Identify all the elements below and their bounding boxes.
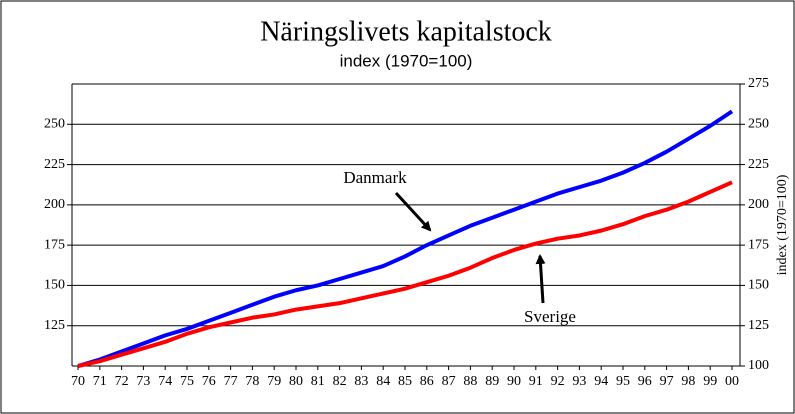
x-tick-label: 70 — [71, 374, 85, 389]
x-tick-label: 99 — [703, 374, 717, 389]
annotation: Danmark — [343, 168, 407, 187]
x-tick-label: 77 — [224, 374, 238, 389]
x-tick-label: 76 — [202, 374, 216, 389]
x-tick-label: 89 — [485, 374, 499, 389]
data-line — [77, 180, 733, 368]
y-tick-label: 125 — [44, 318, 65, 333]
chart-title: Näringslivets kapitalstock — [260, 16, 552, 47]
y2-tick-label: 250 — [748, 117, 769, 132]
x-tick-label: 87 — [442, 374, 456, 389]
x-tick-label: 83 — [354, 374, 368, 389]
arrow — [394, 191, 432, 232]
x-tick-label: 84 — [376, 374, 390, 389]
x-tick-label: 85 — [398, 374, 412, 389]
y2-tick-label: 175 — [748, 237, 769, 252]
y-tick-label: 225 — [44, 157, 65, 172]
x-tick-label: 88 — [463, 374, 477, 389]
x-tick-label: 92 — [551, 374, 565, 389]
y2-tick-label: 100 — [748, 358, 769, 373]
chart-subtitle: index (1970=100) — [340, 51, 473, 70]
x-tick-label: 81 — [311, 374, 325, 389]
x-tick-label: 93 — [572, 374, 586, 389]
y2-tick-label: 275 — [748, 76, 769, 91]
x-tick-label: 73 — [136, 374, 150, 389]
x-tick-label: 98 — [681, 374, 695, 389]
y2-tick-label: 200 — [748, 197, 769, 212]
x-tick-label: 94 — [594, 374, 608, 389]
x-tick-label: 95 — [616, 374, 630, 389]
x-tick-label: 71 — [93, 374, 107, 389]
annotation: Sverige — [524, 307, 576, 326]
x-tick-label: 91 — [529, 374, 543, 389]
y-tick-label: 175 — [44, 237, 65, 252]
x-tick-label: 79 — [267, 374, 281, 389]
x-tick-label: 96 — [638, 374, 652, 389]
y2-tick-label: 125 — [748, 318, 769, 333]
x-tick-label: 74 — [158, 374, 172, 389]
x-tick-label: 75 — [180, 374, 194, 389]
x-tick-label: 97 — [660, 374, 674, 389]
y-tick-label: 150 — [44, 278, 65, 293]
y-tick-label: 200 — [44, 197, 65, 212]
y2-tick-label: 225 — [748, 157, 769, 172]
y2-tick-label: 150 — [748, 278, 769, 293]
x-tick-label: 82 — [333, 374, 347, 389]
arrow — [535, 254, 546, 304]
x-tick-label: 90 — [507, 374, 521, 389]
data-line — [77, 109, 734, 368]
x-tick-label: 78 — [245, 374, 259, 389]
x-tick-label: 00 — [725, 374, 739, 389]
y2-axis-label: index (1970=100) — [775, 174, 790, 275]
x-tick-label: 80 — [289, 374, 303, 389]
y-tick-label: 250 — [44, 117, 65, 132]
x-tick-label: 72 — [115, 374, 129, 389]
x-tick-label: 86 — [420, 374, 434, 389]
